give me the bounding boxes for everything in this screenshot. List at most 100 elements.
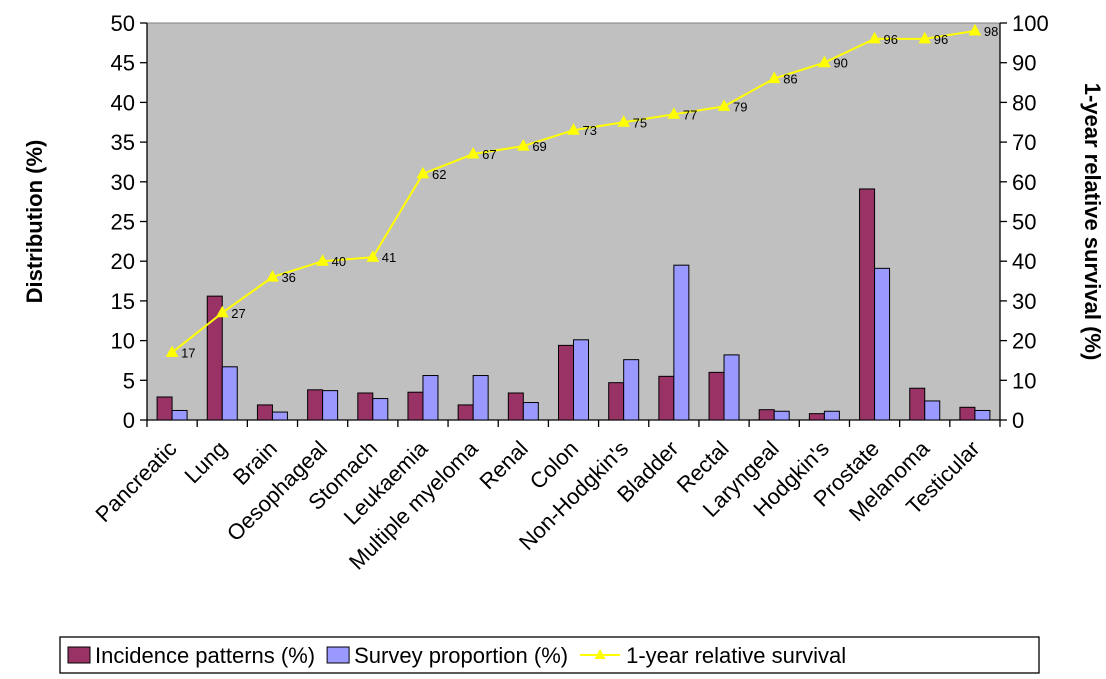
bar-incidence	[859, 188, 876, 421]
survival-point	[868, 31, 881, 44]
y-tick-label: 10	[111, 329, 135, 354]
bar-incidence	[959, 406, 976, 421]
survival-data-label: 73	[583, 123, 597, 138]
bar-survey	[673, 264, 690, 421]
survival-data-label: 90	[833, 56, 847, 71]
legend-label: Survey proportion (%)	[354, 643, 568, 668]
y2-tick-label: 20	[1012, 329, 1036, 354]
y2-tick-label: 40	[1012, 249, 1036, 274]
y2-tick-label: 10	[1012, 368, 1036, 393]
bar-incidence	[758, 409, 775, 421]
survival-point	[717, 99, 731, 111]
category-label: Lung	[180, 436, 232, 488]
survival-point	[316, 254, 329, 266]
bar-survey	[271, 411, 288, 421]
survival-point	[617, 115, 631, 127]
bar-incidence	[206, 295, 223, 421]
y2-axis-title: 1-year relative survival (%)	[1080, 83, 1105, 361]
survival-point	[165, 345, 179, 358]
survival-data-label: 67	[482, 147, 496, 162]
bar-incidence	[307, 389, 324, 421]
bar-survey	[472, 375, 489, 421]
bar-survey	[623, 359, 640, 421]
bar-incidence	[558, 344, 574, 421]
category-label: Renal	[475, 436, 533, 494]
bar-survey	[924, 400, 941, 421]
legend-label: 1-year relative survival	[626, 643, 846, 668]
survival-data-label: 17	[181, 346, 195, 361]
survival-point	[466, 146, 480, 159]
y2-tick-label: 0	[1012, 408, 1024, 433]
bar-survey	[522, 402, 539, 421]
bar-survey	[171, 409, 188, 421]
y-tick-label: 45	[111, 51, 135, 76]
y-tick-label: 40	[111, 90, 135, 115]
y-tick-label: 30	[111, 170, 135, 195]
legend-marker	[594, 649, 606, 659]
survival-point	[215, 305, 229, 318]
y-tick-label: 20	[111, 249, 135, 274]
legend-swatch	[326, 646, 350, 664]
bar-incidence	[357, 392, 374, 421]
y2-tick-label: 60	[1012, 170, 1036, 195]
bar-incidence	[407, 391, 424, 421]
survival-point	[567, 123, 580, 135]
survival-data-label: 86	[783, 72, 797, 87]
bar-survey	[221, 366, 238, 421]
bar-incidence	[708, 371, 725, 421]
bar-survey	[723, 354, 740, 421]
bar-incidence	[156, 396, 173, 421]
bar-survey	[874, 267, 891, 421]
survival-point	[366, 250, 380, 262]
y2-tick-label: 80	[1012, 90, 1036, 115]
survival-data-label: 69	[532, 139, 546, 154]
survival-point	[667, 107, 681, 119]
survival-point	[516, 139, 530, 151]
y2-tick-label: 70	[1012, 130, 1036, 155]
survival-data-label: 40	[332, 254, 346, 269]
bar-incidence	[256, 404, 273, 421]
bar-incidence	[808, 413, 825, 421]
survival-point	[968, 23, 982, 36]
bar-survey	[573, 339, 589, 421]
survival-data-label: 62	[432, 167, 446, 182]
y-tick-label: 5	[123, 368, 135, 393]
legend-label: Incidence patterns (%)	[95, 643, 315, 668]
survival-data-label: 27	[231, 306, 245, 321]
survival-data-label: 96	[884, 32, 898, 47]
y-tick-label: 15	[111, 289, 135, 314]
y-tick-label: 35	[111, 130, 135, 155]
survival-data-label: 79	[733, 99, 747, 114]
category-label: Pancreatic	[90, 436, 181, 527]
y-axis-title: Distribution (%)	[22, 140, 47, 304]
y-tick-label: 50	[111, 11, 135, 36]
survival-point	[266, 270, 279, 282]
survival-point	[416, 166, 430, 179]
y-tick-label: 0	[123, 408, 135, 433]
bar-incidence	[507, 392, 524, 421]
bar-survey	[322, 390, 339, 421]
bar-survey	[823, 410, 840, 421]
y2-tick-label: 90	[1012, 51, 1036, 76]
survival-point	[818, 55, 831, 68]
survival-data-label: 96	[934, 32, 948, 47]
bar-incidence	[909, 387, 926, 421]
y2-tick-label: 100	[1012, 11, 1049, 36]
survival-data-label: 77	[683, 107, 697, 122]
bar-incidence	[457, 404, 474, 421]
survival-data-label: 98	[984, 24, 998, 39]
survival-point	[767, 71, 781, 84]
survival-point	[918, 31, 932, 44]
bar-survey	[372, 398, 389, 421]
bar-survey	[773, 410, 790, 421]
bar-incidence	[658, 375, 675, 421]
survival-data-label: 36	[281, 270, 295, 285]
legend-swatch	[67, 646, 91, 664]
bar-survey	[974, 409, 991, 421]
survival-data-label: 75	[633, 115, 647, 130]
survival-data-label: 41	[382, 250, 396, 265]
legend	[59, 636, 1040, 674]
y-tick-label: 25	[111, 210, 135, 235]
